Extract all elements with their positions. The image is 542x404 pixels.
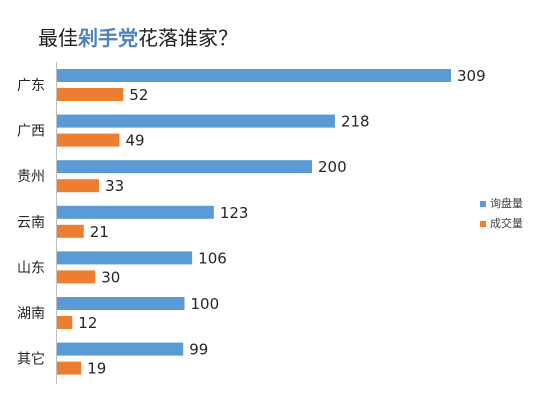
legend-swatch	[480, 201, 486, 207]
data-label: 49	[125, 132, 144, 150]
chart-title-suffix: 花落谁家？	[138, 26, 238, 50]
bar-inquiry	[57, 69, 451, 82]
legend-swatch	[480, 221, 486, 227]
data-label: 123	[220, 204, 249, 222]
bars-layer	[57, 69, 451, 375]
data-label: 19	[87, 360, 106, 378]
bar-inquiry	[57, 160, 313, 174]
category-label: 其它	[17, 351, 45, 368]
data-label: 33	[105, 177, 124, 195]
data-label: 12	[78, 314, 97, 332]
bar-inquiry	[57, 205, 214, 219]
bar-inquiry	[57, 297, 185, 310]
bar-inquiry	[57, 114, 335, 128]
bar-deal	[57, 361, 82, 375]
data-label: 99	[189, 341, 208, 359]
chart-title: 最佳剁手党花落谁家？	[38, 22, 238, 51]
bar-deal	[57, 88, 124, 101]
chart-title-highlight: 剁手党	[78, 26, 138, 50]
chart-title-prefix: 最佳	[38, 26, 78, 50]
bar-deal	[57, 179, 100, 193]
category-label: 广西	[17, 124, 45, 140]
legend-label: 成交量	[490, 216, 523, 230]
data-label: 30	[101, 268, 120, 286]
category-label: 湖南	[17, 306, 45, 322]
data-label: 218	[341, 113, 370, 131]
data-label: 309	[457, 67, 486, 85]
bar-inquiry	[57, 251, 193, 265]
bar-deal	[57, 224, 84, 238]
category-label: 山东	[17, 260, 45, 276]
labels-layer: 广东 309 52 广西 218 49 贵州 200 33 云南 123 21 山东 106 30 湖南 100…	[17, 67, 486, 378]
bar-inquiry	[57, 342, 184, 356]
data-label: 200	[318, 158, 347, 176]
bar-deal	[57, 316, 73, 329]
legend-label: 询盘量	[490, 196, 523, 210]
data-label: 106	[198, 249, 227, 267]
data-label: 21	[90, 223, 109, 241]
data-label: 100	[191, 295, 220, 313]
category-label: 云南	[17, 215, 45, 231]
bar-deal	[57, 270, 96, 284]
bar-deal	[57, 133, 120, 147]
category-label: 贵州	[17, 169, 45, 185]
data-label: 52	[129, 86, 148, 104]
category-label: 广东	[17, 78, 45, 94]
